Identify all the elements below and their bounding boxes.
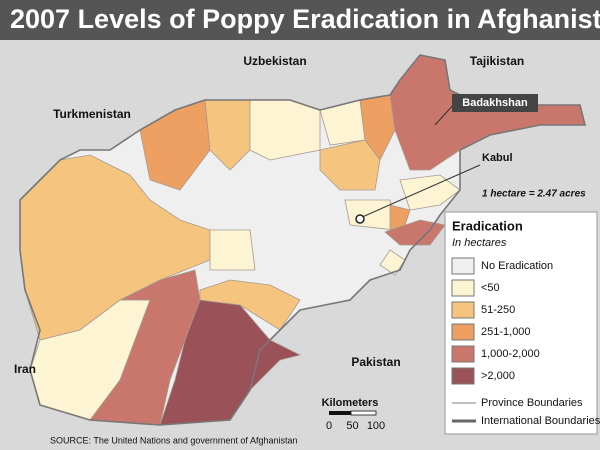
- legend-swatch: [451, 301, 475, 319]
- title: 2007 Levels of Poppy Eradication in Afgh…: [10, 4, 600, 34]
- province: [389, 204, 411, 231]
- province: [199, 279, 301, 331]
- scale-bar: [329, 411, 351, 415]
- province: [249, 99, 321, 161]
- scale-title: Kilometers: [322, 397, 379, 409]
- scale-tick-label: 0: [326, 420, 332, 432]
- legend-swatch: [451, 345, 475, 363]
- city-label: Kabul: [482, 152, 513, 164]
- legend-label: Province Boundaries: [481, 397, 583, 409]
- source: SOURCE: The United Nations and governmen…: [50, 435, 297, 445]
- country: [19, 54, 587, 426]
- country-label: Uzbekistan: [243, 54, 306, 68]
- legend-label: <50: [481, 282, 500, 294]
- label-box: [452, 94, 538, 112]
- legend-swatch: [451, 257, 475, 275]
- province: [344, 199, 396, 231]
- legend-title: Eradication: [452, 218, 523, 233]
- note: 1 hectare = 2.47 acres: [482, 189, 586, 200]
- scale-bar: [350, 410, 377, 416]
- title-bar: [0, 0, 600, 40]
- province: [379, 249, 406, 276]
- international-boundary: [19, 54, 587, 426]
- legend-label: 1,000-2,000: [481, 348, 540, 360]
- province: [89, 269, 201, 426]
- pointer: [434, 102, 456, 126]
- province: [319, 139, 381, 191]
- legend-swatch: [451, 279, 475, 297]
- province: [384, 219, 446, 246]
- country-label: Iran: [14, 362, 36, 376]
- province: [399, 174, 461, 211]
- country-label: Turkmenistan: [53, 107, 131, 121]
- legend-subtitle: In hectares: [452, 237, 507, 249]
- legend-label: 51-250: [481, 304, 515, 316]
- country-label: Tajikistan: [470, 54, 524, 68]
- scale-ticks: 0 50 100: [326, 420, 385, 432]
- legend-label: International Boundaries: [481, 415, 600, 427]
- country-label: Pakistan: [351, 355, 400, 369]
- legend: Eradication In hectares No Eradication <5…: [444, 211, 600, 435]
- scale-tick-label: 50: [346, 420, 358, 432]
- legend-label: >2,000: [481, 370, 515, 382]
- pointer: [359, 164, 481, 219]
- legend-swatch: [451, 367, 475, 385]
- legend-box: [444, 211, 598, 435]
- legend-swatch: [451, 323, 475, 341]
- scale-tick-label: 100: [367, 420, 385, 432]
- province-label: Badakhshan: [462, 97, 528, 109]
- legend-label: 251-1,000: [481, 326, 531, 338]
- legend-label: No Eradication: [481, 260, 553, 272]
- city-marker: [355, 214, 365, 224]
- province: [209, 229, 256, 271]
